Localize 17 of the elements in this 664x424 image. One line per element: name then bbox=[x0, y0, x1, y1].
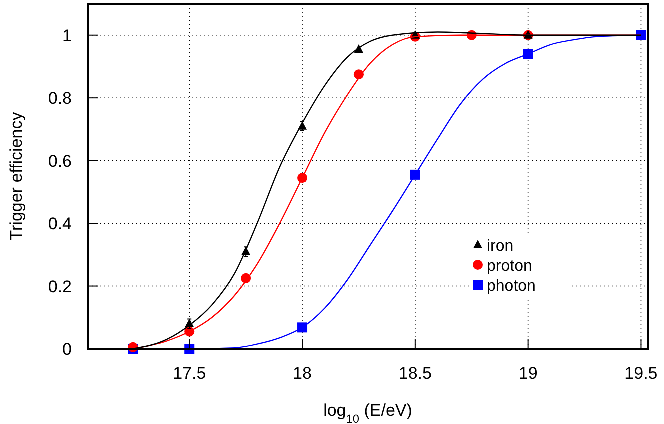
y-tick-label: 0.2 bbox=[48, 277, 72, 296]
x-tick-label: 19.5 bbox=[624, 364, 658, 383]
legend-label: iron bbox=[487, 238, 514, 255]
x-tick-label: 17.5 bbox=[173, 364, 206, 383]
point bbox=[636, 30, 646, 40]
x-tick-label: 18 bbox=[293, 364, 312, 383]
x-axis-title: log$_{10}$ (E/eV) bbox=[324, 401, 412, 424]
y-tick-label: 1 bbox=[62, 26, 72, 46]
legend-label: proton bbox=[487, 258, 532, 275]
y-tick-label: 0 bbox=[62, 340, 72, 359]
x-tick-label: 18.5 bbox=[398, 364, 432, 383]
y-tick-label: 0.4 bbox=[48, 214, 72, 234]
y-tick-label: 0.8 bbox=[48, 89, 72, 108]
y-tick-label: 0.6 bbox=[48, 152, 72, 171]
x-tick-label: 19 bbox=[518, 364, 538, 383]
legend-label: photon bbox=[487, 278, 536, 295]
y-axis-title: Trigger efficiency bbox=[7, 112, 26, 241]
